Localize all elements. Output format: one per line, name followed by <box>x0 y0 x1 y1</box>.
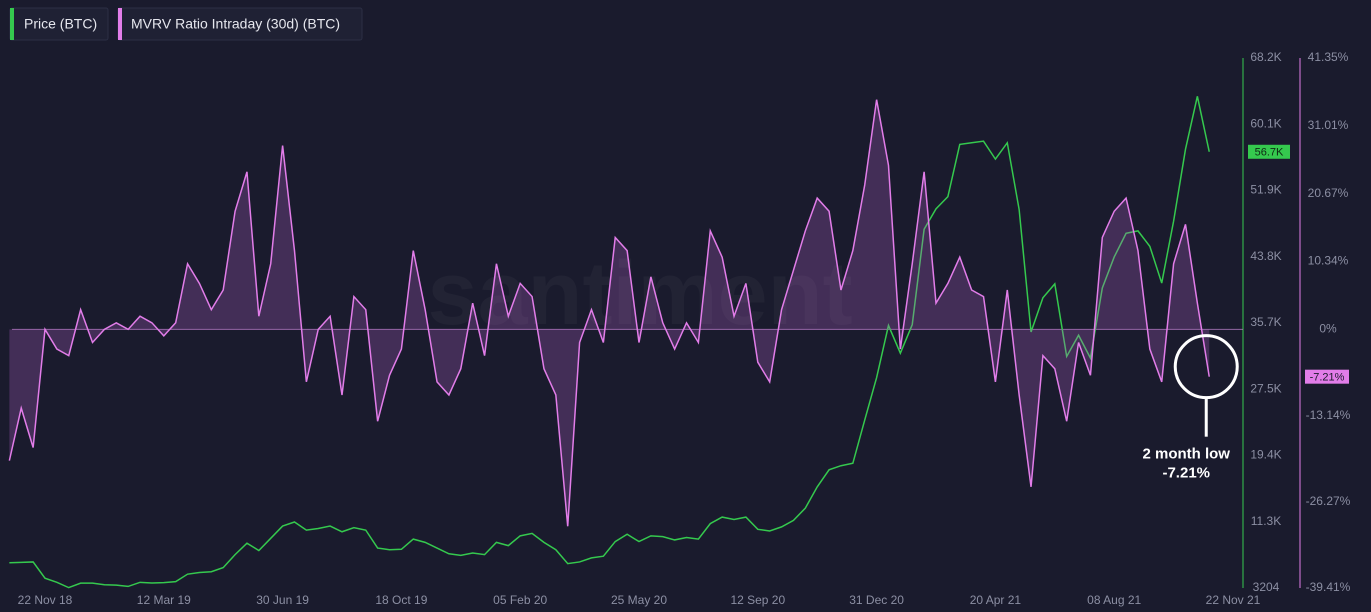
x-tick-label: 22 Nov 21 <box>1206 593 1261 607</box>
y-tick-label: 51.9K <box>1250 183 1281 197</box>
x-tick-label: 31 Dec 20 <box>849 593 904 607</box>
y2-tick-label: 41.35% <box>1308 50 1349 64</box>
y-tick-label: 11.3K <box>1251 514 1281 528</box>
x-tick-label: 20 Apr 21 <box>970 593 1022 607</box>
end-badge <box>1305 369 1349 384</box>
annotation-text: -7.21% <box>1162 465 1210 482</box>
x-tick-label: 05 Feb 20 <box>493 593 547 607</box>
x-tick-label: 25 May 20 <box>611 593 667 607</box>
end-badge-label: 56.7K <box>1255 147 1284 159</box>
x-tick-label: 08 Aug 21 <box>1087 593 1141 607</box>
y2-tick-label: -26.27% <box>1306 494 1351 508</box>
y-tick-label: 43.8K <box>1250 249 1281 263</box>
legend-entry: MVRV Ratio Intraday (30d) (BTC) <box>131 16 340 32</box>
legend-swatch <box>118 8 122 40</box>
series-line <box>9 96 1210 589</box>
legend-entry: Price (BTC) <box>24 16 97 32</box>
annotation-text: 2 month low <box>1142 446 1230 463</box>
legend-swatch <box>10 8 14 40</box>
x-tick-label: 12 Sep 20 <box>730 593 785 607</box>
y-tick-label: 3204 <box>1253 580 1280 594</box>
x-tick-label: 30 Jun 19 <box>256 593 309 607</box>
y-tick-label: 27.5K <box>1250 381 1281 395</box>
y-tick-label: 60.1K <box>1250 116 1281 130</box>
x-tick-label: 12 Mar 19 <box>137 593 191 607</box>
area-fill <box>9 99 1210 527</box>
series-line <box>8 99 1210 527</box>
y-tick-label: 35.7K <box>1250 315 1281 329</box>
x-tick-label: 22 Nov 18 <box>18 593 73 607</box>
y2-tick-label: -39.41% <box>1306 580 1351 594</box>
end-badge-label: -7.21% <box>1310 372 1345 384</box>
y2-tick-label: 0% <box>1319 322 1337 336</box>
y2-tick-label: 31.01% <box>1308 118 1349 132</box>
x-tick-label: 18 Oct 19 <box>375 593 427 607</box>
end-badge <box>1248 144 1290 159</box>
y2-tick-label: -13.14% <box>1306 408 1351 422</box>
y2-tick-label: 10.34% <box>1308 254 1349 268</box>
y-tick-label: 68.2K <box>1250 50 1281 64</box>
y2-tick-label: 20.67% <box>1308 186 1349 200</box>
y-tick-label: 19.4K <box>1250 448 1281 462</box>
legend: Price (BTC) MVRV Ratio Intraday (30d) (B… <box>9 7 363 41</box>
